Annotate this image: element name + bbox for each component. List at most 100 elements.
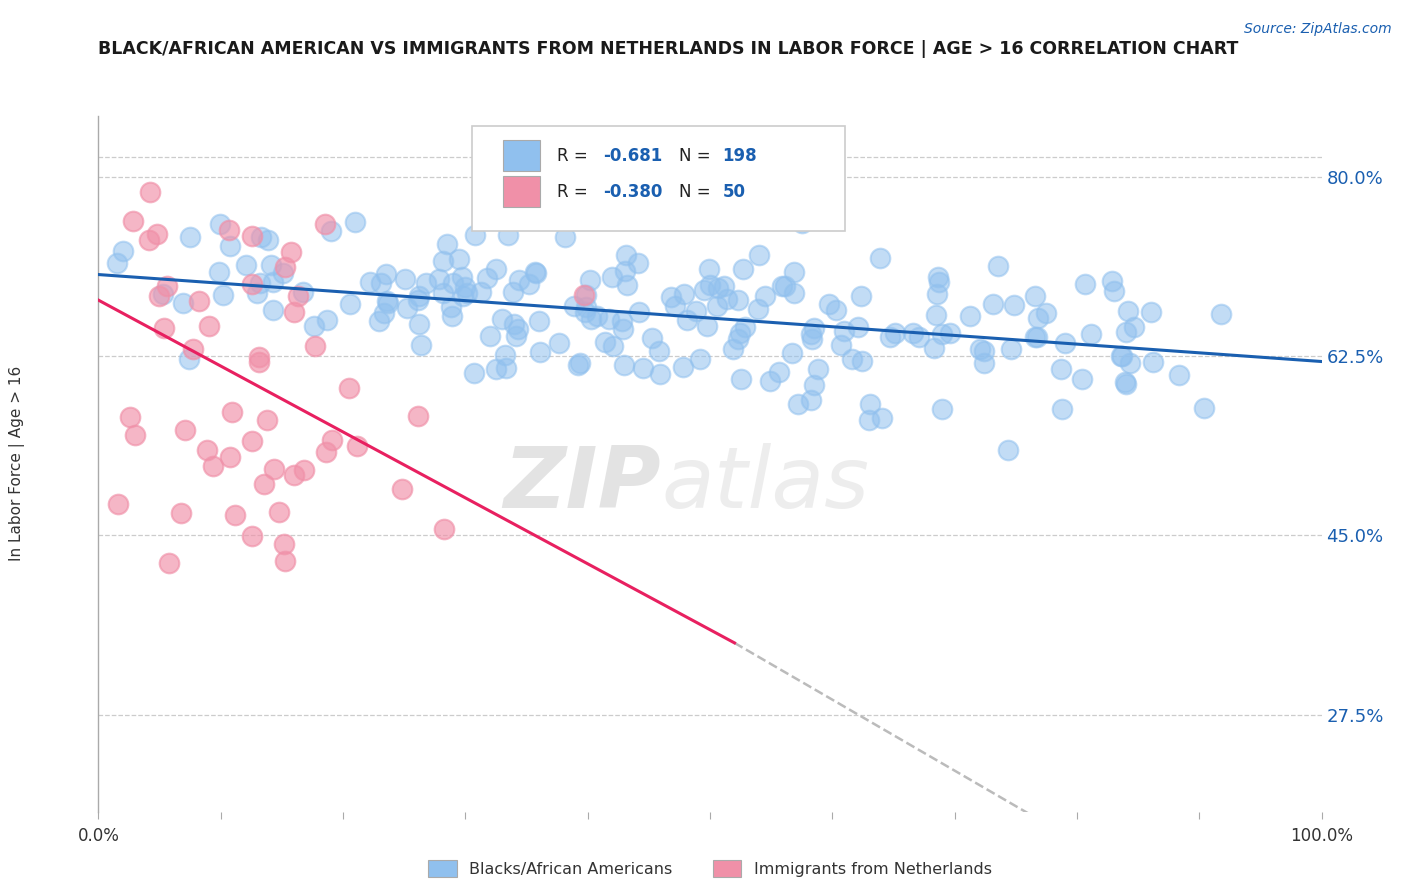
Point (572, 288, 595, 302)
Point (659, 290, 682, 304)
Point (411, 338, 433, 352)
Point (1024, 289, 1046, 303)
Text: atlas: atlas (661, 443, 869, 526)
Point (246, 286, 269, 301)
Point (124, 428, 146, 442)
Point (170, 506, 193, 520)
Point (485, 362, 508, 376)
Point (602, 339, 624, 353)
Point (803, 321, 825, 335)
Point (212, 288, 235, 302)
Point (631, 361, 654, 376)
Point (427, 271, 450, 285)
Point (485, 262, 508, 277)
Point (859, 397, 882, 411)
Point (373, 306, 395, 320)
Point (157, 557, 180, 571)
Point (770, 279, 793, 293)
Point (807, 362, 830, 376)
Point (202, 458, 225, 473)
Point (179, 230, 201, 244)
Point (612, 314, 634, 328)
Point (495, 361, 517, 376)
Point (1080, 326, 1102, 341)
Point (315, 313, 337, 327)
Point (138, 233, 160, 247)
Point (262, 303, 284, 318)
Point (107, 497, 129, 511)
Point (463, 367, 485, 381)
Point (346, 439, 368, 453)
FancyBboxPatch shape (503, 177, 540, 207)
Point (273, 537, 295, 551)
Point (1024, 330, 1046, 344)
Text: 50: 50 (723, 183, 745, 201)
Point (508, 273, 530, 287)
Point (959, 310, 981, 324)
Point (696, 319, 718, 334)
Point (262, 275, 284, 289)
Point (267, 505, 290, 519)
Point (825, 303, 848, 318)
Point (464, 227, 486, 242)
Point (283, 467, 305, 482)
Point (1116, 303, 1139, 318)
Text: -0.681: -0.681 (603, 146, 662, 165)
Point (240, 228, 263, 243)
Point (727, 332, 749, 346)
Point (1102, 284, 1125, 298)
Point (375, 267, 398, 281)
Point (292, 462, 315, 476)
Point (1115, 325, 1137, 339)
Point (931, 401, 953, 416)
Point (218, 450, 240, 465)
Point (1050, 362, 1073, 376)
Point (406, 293, 429, 307)
Point (218, 223, 240, 237)
Point (449, 252, 471, 267)
Point (395, 301, 418, 315)
Legend: Blacks/African Americans, Immigrants from Netherlands: Blacks/African Americans, Immigrants fro… (422, 854, 998, 884)
Point (790, 216, 813, 230)
Point (240, 277, 263, 292)
Point (172, 296, 194, 310)
Point (339, 381, 361, 395)
Point (207, 265, 229, 279)
Point (370, 276, 392, 290)
FancyBboxPatch shape (503, 140, 540, 171)
Text: R =: R = (557, 183, 593, 201)
Point (1111, 350, 1133, 364)
Point (841, 351, 863, 366)
Text: In Labor Force | Age > 16: In Labor Force | Age > 16 (8, 367, 25, 561)
Point (721, 342, 744, 356)
Point (1168, 368, 1191, 383)
Point (575, 300, 598, 314)
Point (1111, 349, 1133, 363)
Point (240, 529, 263, 543)
Point (524, 266, 547, 280)
Point (174, 423, 197, 437)
Point (598, 311, 620, 326)
Point (579, 273, 602, 287)
Point (198, 318, 221, 333)
Point (983, 296, 1005, 310)
Point (181, 343, 204, 357)
Point (780, 346, 803, 360)
Point (870, 410, 893, 425)
Point (494, 347, 516, 361)
Point (1002, 298, 1025, 312)
Point (209, 217, 232, 231)
Point (697, 262, 720, 277)
Point (1071, 371, 1094, 385)
Point (747, 301, 769, 316)
Point (343, 215, 366, 229)
Point (524, 265, 547, 279)
Point (1054, 336, 1077, 351)
Point (614, 264, 637, 278)
Point (800, 327, 823, 342)
Point (1101, 274, 1123, 288)
Point (869, 251, 891, 265)
Text: Source: ZipAtlas.com: Source: ZipAtlas.com (1244, 22, 1392, 37)
Point (939, 326, 962, 340)
Point (1000, 342, 1022, 356)
